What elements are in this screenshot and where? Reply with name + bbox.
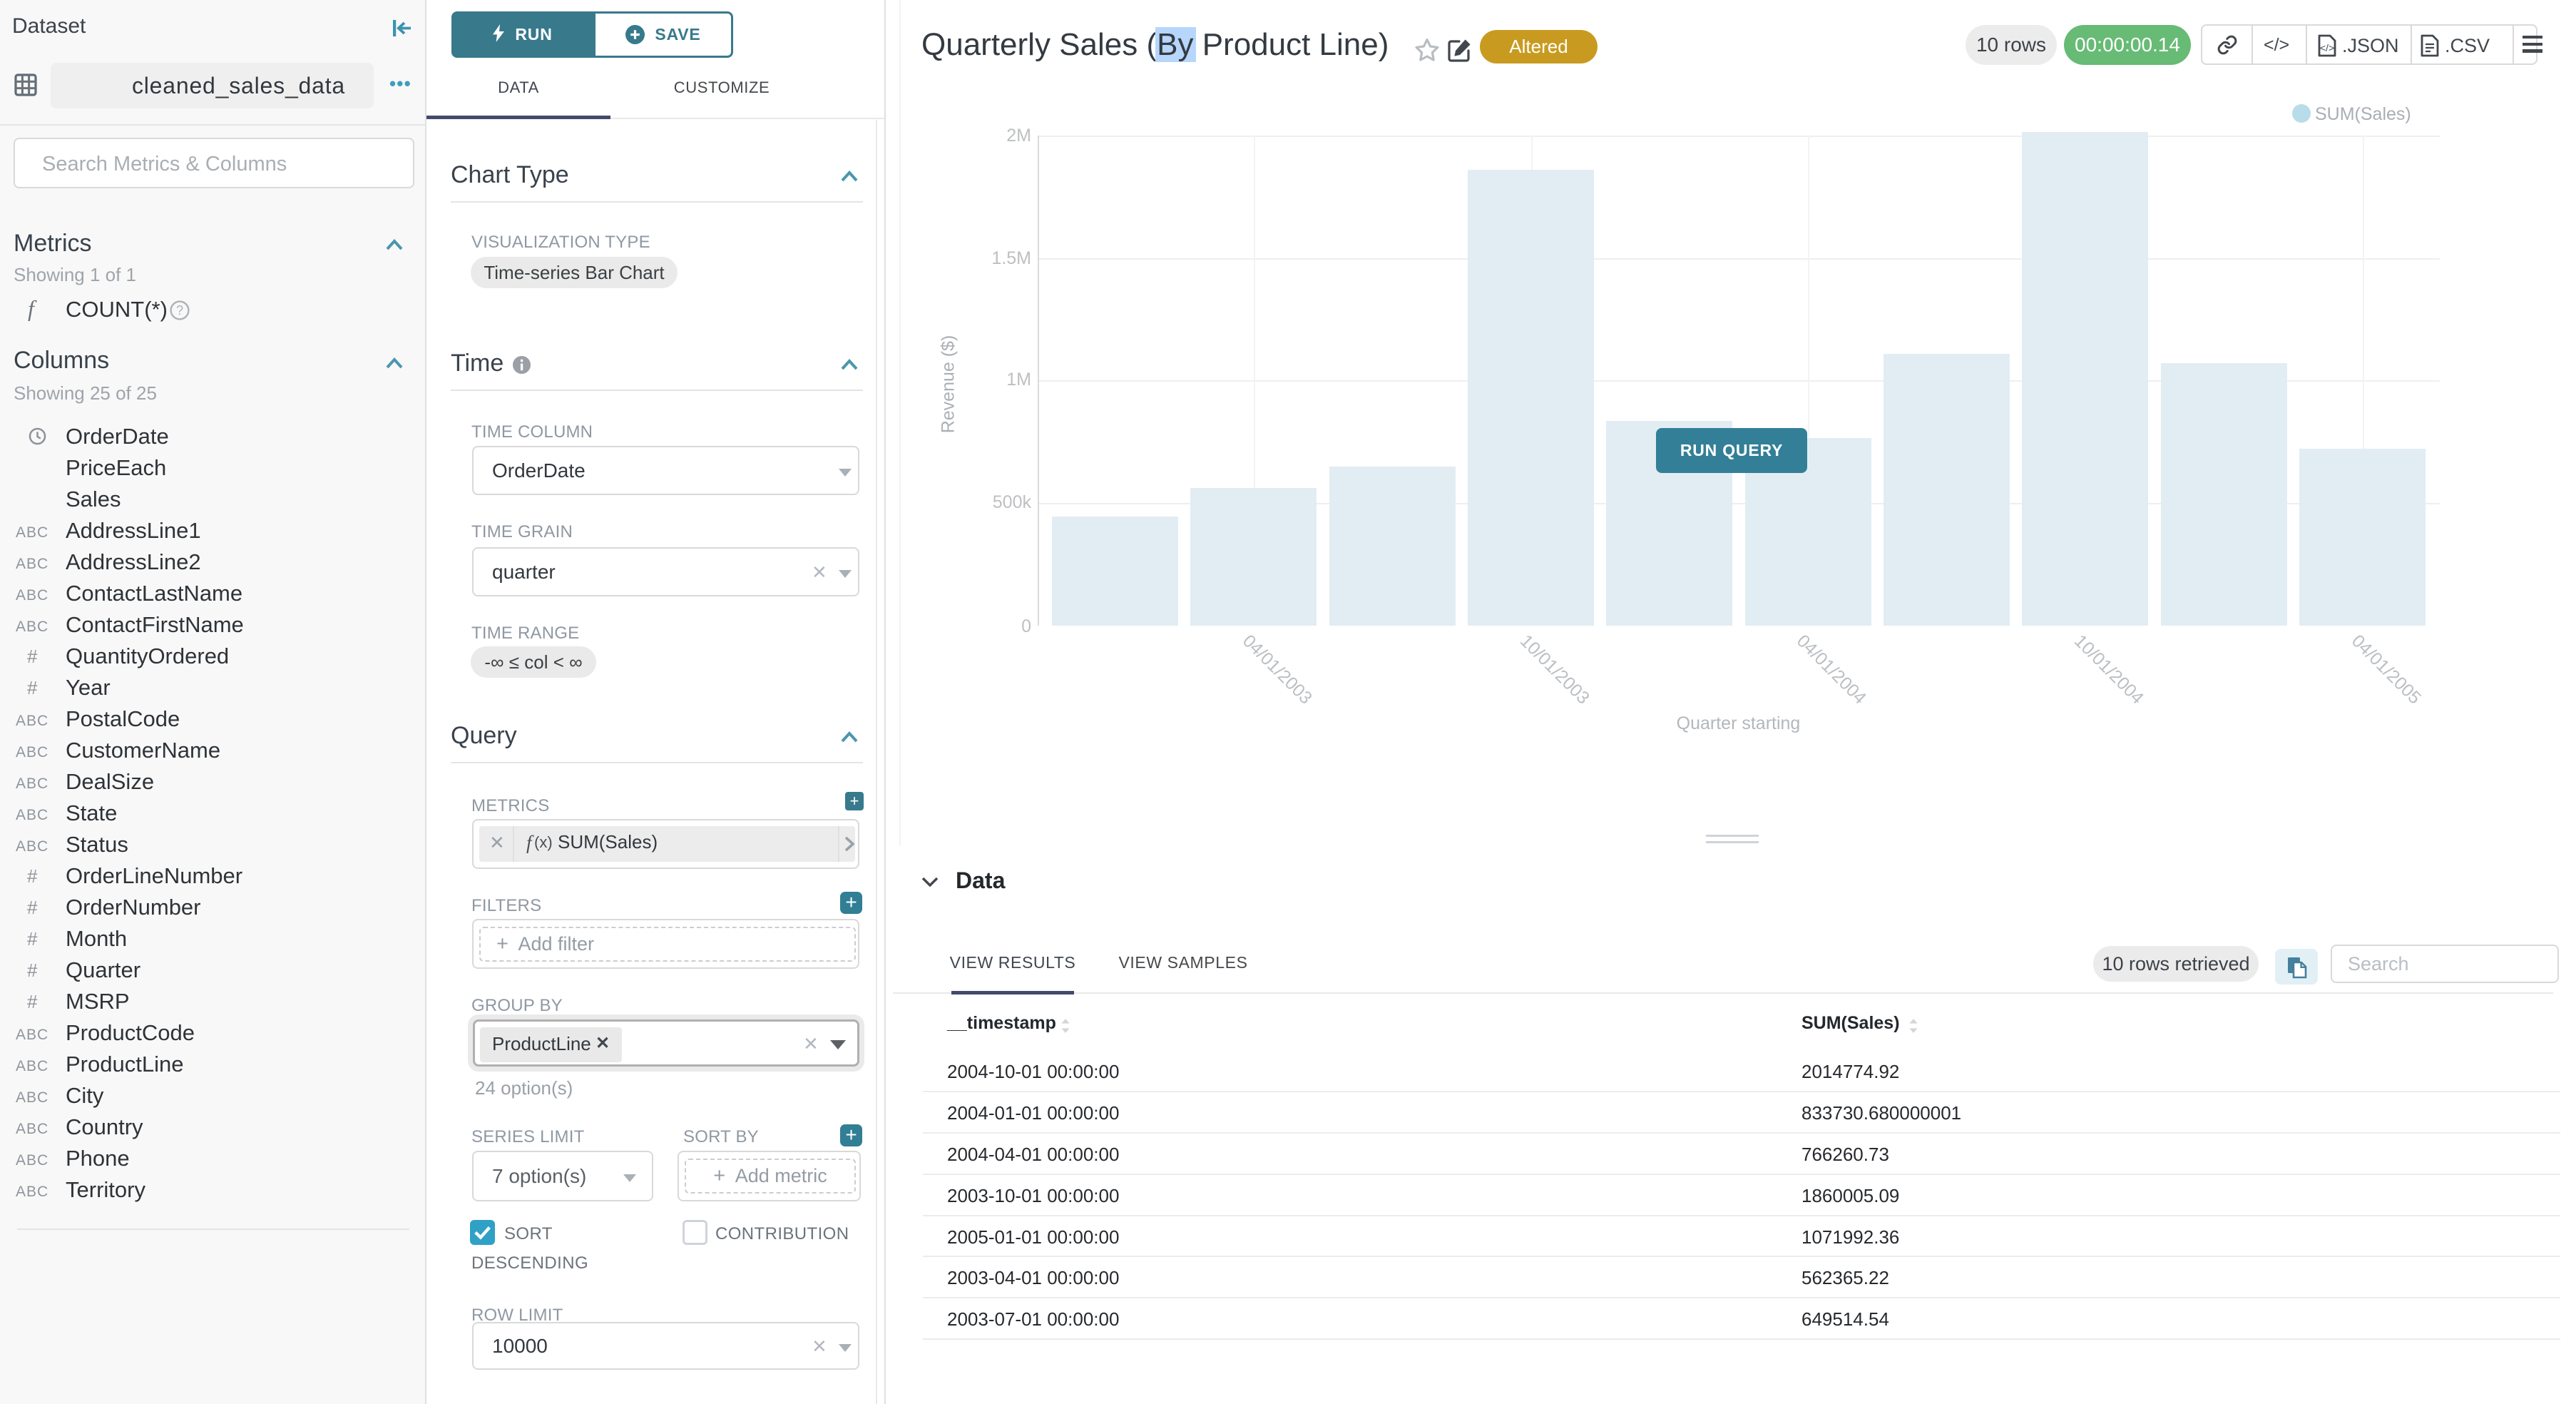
svg-text:</>: </> (2320, 42, 2334, 54)
svg-text:?: ? (176, 303, 183, 317)
